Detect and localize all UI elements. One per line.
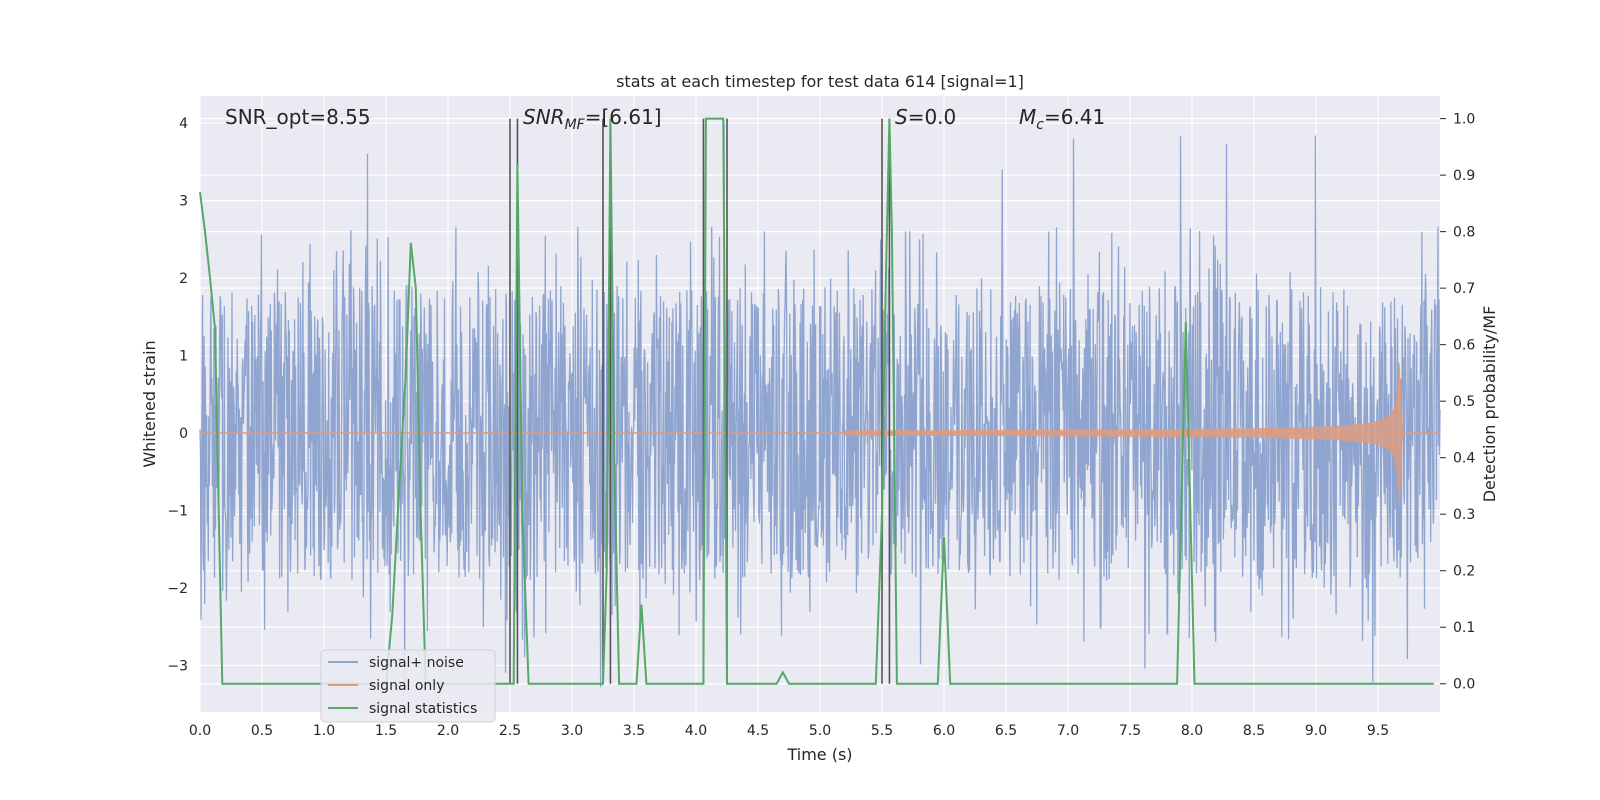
x-tick-label: 1.0 [313, 723, 335, 739]
y-right-tick-label: 0.5 [1453, 394, 1475, 410]
legend-label-signal-only: signal only [369, 678, 444, 694]
x-tick-label: 5.0 [809, 723, 831, 739]
x-tick-label: 7.0 [1057, 723, 1079, 739]
y-right-tick-label: 1.0 [1453, 112, 1475, 128]
x-tick-label: 8.5 [1243, 723, 1265, 739]
annotation-snr-mf: SNRMF=[6.61] [523, 105, 662, 133]
y-left-tick-label: 3 [179, 194, 188, 210]
x-tick-label: 3.5 [623, 723, 645, 739]
series-signal-statistics [199, 117, 1434, 685]
y-left-tick-label: −1 [167, 504, 188, 520]
y-left-tick-label: −3 [167, 659, 188, 675]
y-right-tick-label: 0.1 [1453, 620, 1475, 636]
x-tick-label: 4.5 [747, 723, 769, 739]
y-left-tick-label: 0 [179, 426, 188, 442]
x-tick-label: 4.0 [685, 723, 707, 739]
signal-statistics-line [199, 117, 1434, 685]
x-tick-label: 5.5 [871, 723, 893, 739]
y-right-tick-label: 0.3 [1453, 507, 1475, 523]
series-signal-noise [199, 123, 1441, 688]
x-tick-label: 1.5 [375, 723, 397, 739]
y-left-tick-label: −2 [167, 581, 188, 597]
y-right-tick-label: 0.7 [1453, 281, 1475, 297]
y-left-tick-labels: −3 −2 −1 0 1 2 3 4 [167, 116, 188, 674]
y-right-tick-label: 0.9 [1453, 168, 1475, 184]
y-left-axis-label: Whitened strain [140, 340, 159, 467]
y-right-tick-label: 0.0 [1453, 677, 1475, 693]
signal-only-chirp [844, 363, 1404, 503]
x-tick-labels: 0.0 0.5 1.0 1.5 2.0 2.5 3.0 3.5 4.0 4.5 5.0 5.5 6.0 6… [189, 723, 1389, 739]
legend-label-signal-noise: signal+ noise [369, 655, 464, 671]
x-tick-label: 6.5 [995, 723, 1017, 739]
y-left-tick-label: 4 [179, 116, 188, 132]
annotation-mc: Mc=6.41 [1019, 105, 1105, 133]
y-left-tick-label: 2 [179, 271, 188, 287]
x-tick-label: 0.0 [189, 723, 211, 739]
x-tick-label: 8.0 [1181, 723, 1203, 739]
series-signal-only [200, 363, 1440, 503]
x-tick-label: 6.0 [933, 723, 955, 739]
annotation-snr-opt: SNR_opt=8.55 [225, 105, 371, 129]
legend: signal+ noise signal only signal statist… [320, 649, 496, 723]
x-tick-label: 2.0 [437, 723, 459, 739]
x-tick-label: 7.5 [1119, 723, 1141, 739]
y-left-tick-label: 1 [179, 349, 188, 365]
x-axis-label: Time (s) [786, 745, 852, 764]
x-tick-label: 3.0 [561, 723, 583, 739]
annotation-s: S=0.0 [895, 105, 956, 129]
y-right-tick-label: 0.2 [1453, 564, 1475, 580]
chart-title: stats at each timestep for test data 614… [616, 72, 1024, 91]
x-tick-label: 9.0 [1305, 723, 1327, 739]
y-right-axis-label: Detection probability/MF [1480, 306, 1499, 503]
y-right-tick-labels: 0.0 0.1 0.2 0.3 0.4 0.5 0.6 0.7 0.8 0.9 1.0 [1440, 112, 1475, 693]
signal-noise-line [199, 123, 1441, 688]
legend-box [320, 649, 496, 723]
x-tick-label: 9.5 [1367, 723, 1389, 739]
y-right-tick-label: 0.4 [1453, 451, 1475, 467]
x-tick-label: 2.5 [499, 723, 521, 739]
y-right-tick-label: 0.8 [1453, 225, 1475, 241]
y-right-tick-label: 0.6 [1453, 338, 1475, 354]
x-tick-label: 0.5 [251, 723, 273, 739]
legend-label-signal-statistics: signal statistics [369, 701, 477, 717]
